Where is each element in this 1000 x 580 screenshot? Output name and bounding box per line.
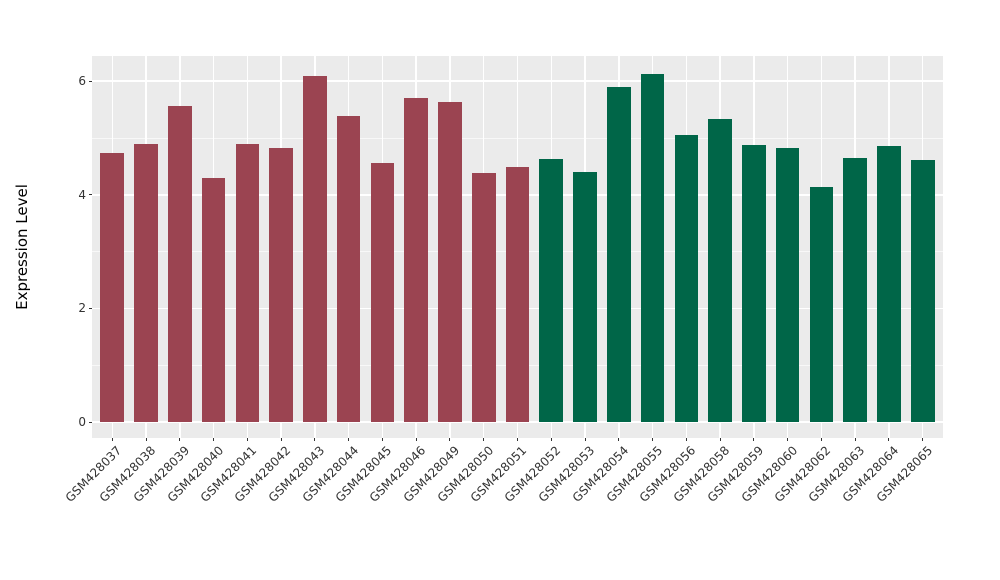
x-axis-tick [415, 438, 417, 441]
bar [269, 147, 293, 422]
x-axis-tick [854, 438, 856, 441]
bar [167, 105, 192, 422]
bar [336, 115, 361, 422]
y-tick-label: 0 [78, 415, 86, 429]
x-axis-tick [213, 438, 215, 441]
x-axis-tick [280, 438, 282, 441]
bar [742, 145, 766, 422]
bar [303, 75, 327, 422]
x-axis-tick [753, 438, 755, 441]
y-tick-label: 4 [78, 187, 86, 202]
x-axis-tick [111, 438, 113, 441]
bar [910, 159, 935, 422]
y-tick-label: 6 [78, 74, 86, 89]
x-axis-tick [787, 438, 789, 441]
y-axis-tick [89, 307, 92, 309]
bar [708, 119, 732, 422]
x-axis-tick [820, 438, 822, 441]
x-axis-tick [922, 438, 924, 441]
bar [877, 145, 901, 422]
bar [235, 143, 260, 422]
bar [843, 157, 867, 422]
bar [775, 148, 800, 422]
x-axis-tick [145, 438, 147, 441]
x-axis-tick [449, 438, 451, 441]
y-axis-tick [89, 194, 92, 196]
x-axis-tick [348, 438, 350, 441]
bar [640, 73, 665, 422]
plot-panel [92, 56, 943, 438]
x-axis-tick [652, 438, 654, 441]
bar [674, 135, 699, 422]
bar [134, 143, 158, 422]
x-axis-tick [179, 438, 181, 441]
bar [606, 86, 631, 422]
x-axis-tick [719, 438, 721, 441]
bar [573, 171, 597, 422]
bar [505, 166, 530, 422]
x-axis-tick [584, 438, 586, 441]
bar [471, 172, 496, 422]
bar [404, 98, 428, 422]
x-axis-tick [246, 438, 248, 441]
y-axis-tick [89, 421, 92, 423]
x-axis-tick [618, 438, 620, 441]
y-axis-tick [89, 80, 92, 82]
x-axis-tick [381, 438, 383, 441]
x-axis-tick [483, 438, 485, 441]
bar [438, 101, 462, 422]
bar [809, 186, 834, 422]
bar [201, 178, 226, 422]
y-tick-label: 2 [78, 301, 86, 316]
x-axis-tick [314, 438, 316, 441]
x-axis-tick [550, 438, 552, 441]
bar [100, 153, 125, 422]
y-axis-title: Expression Level [13, 184, 31, 310]
x-axis-tick [517, 438, 518, 441]
x-axis-tick [888, 438, 890, 441]
bar [539, 159, 564, 422]
bar [370, 162, 395, 422]
x-axis-tick [685, 438, 687, 441]
